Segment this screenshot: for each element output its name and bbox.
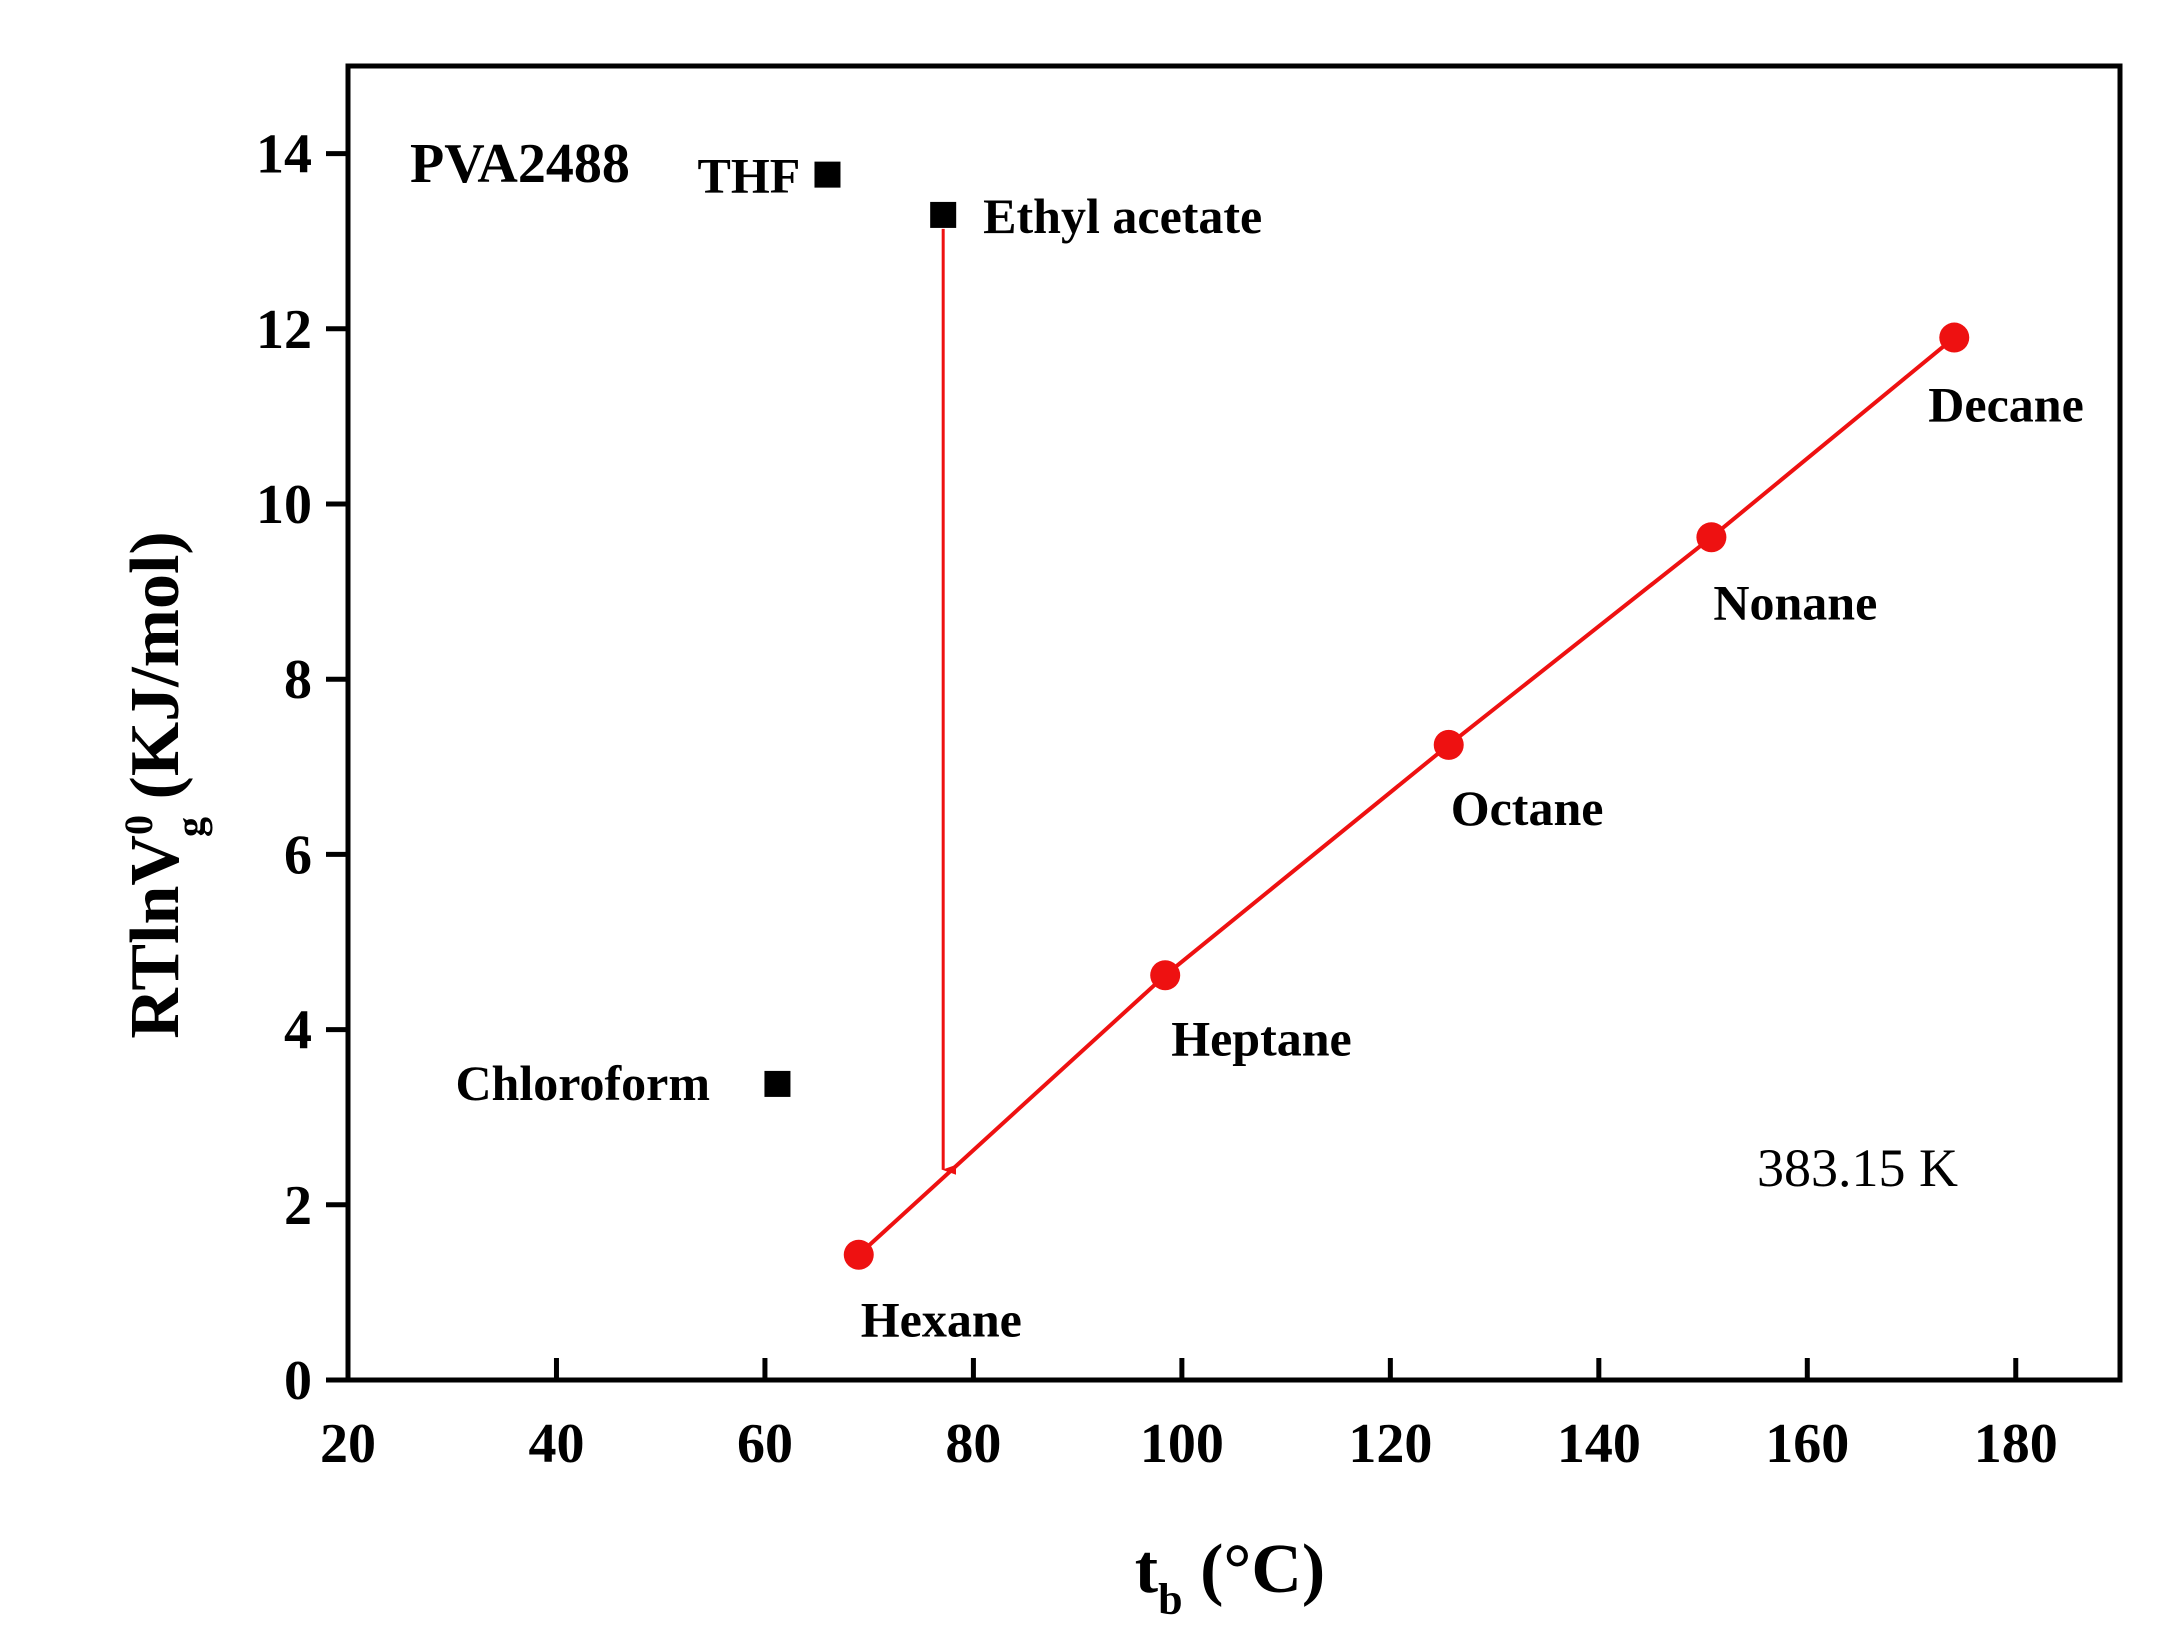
x-tick-label-100: 100 <box>1140 1413 1224 1475</box>
point-decane <box>1939 322 1970 353</box>
label-ethyl-acetate: Ethyl acetate <box>983 188 1262 244</box>
label-nonane: Nonane <box>1713 574 1877 630</box>
sample-label: PVA2488 <box>410 133 630 195</box>
y-tick-label-12: 12 <box>256 299 312 361</box>
point-heptane <box>1150 960 1181 991</box>
y-axis-title-sup: 0 <box>116 815 161 835</box>
y-tick-label-8: 8 <box>284 649 312 711</box>
point-labels-layer: Hexane Heptane Octane Nonane Decane THF Ethyl … <box>455 148 2083 1348</box>
plot-frame <box>345 63 2123 1383</box>
y-tick-label-6: 6 <box>284 824 312 886</box>
fit-line-layer <box>857 336 1956 1257</box>
y-axis-title: RTlnV0 g (KJ/mol) <box>116 531 213 1039</box>
x-tick-label-40: 40 <box>528 1413 584 1475</box>
x-tick-label-120: 120 <box>1348 1413 1432 1475</box>
x-axis-title-sub: b <box>1158 1575 1182 1624</box>
x-tick-label-140: 140 <box>1557 1413 1641 1475</box>
fit-line <box>857 336 1956 1257</box>
y-tick-label-0: 0 <box>284 1350 312 1412</box>
x-axis-title-main: t <box>1135 1531 1158 1608</box>
tick-layer: 20 40 60 80 100 120 140 160 180 0 2 4 6 8 10 12 14 <box>256 124 2058 1475</box>
y-tick-label-10: 10 <box>256 474 312 536</box>
label-octane: Octane <box>1451 780 1604 836</box>
point-octane <box>1433 729 1464 760</box>
y-tick-label-4: 4 <box>284 1000 312 1062</box>
x-axis-title: tb (°C) <box>1135 1531 1325 1624</box>
point-hexane <box>843 1239 874 1270</box>
label-hexane: Hexane <box>861 1292 1022 1348</box>
point-ethyl-acetate <box>930 201 957 228</box>
label-heptane: Heptane <box>1171 1010 1352 1066</box>
point-thf <box>814 161 841 188</box>
label-thf: THF <box>697 148 800 204</box>
temperature-label: 383.15 K <box>1757 1138 1958 1198</box>
y-axis-title-unit: (KJ/mol) <box>117 531 194 817</box>
x-tick-label-160: 160 <box>1765 1413 1849 1475</box>
x-tick-label-180: 180 <box>1974 1413 2058 1475</box>
label-chloroform: Chloroform <box>455 1055 710 1111</box>
point-chloroform <box>764 1070 791 1097</box>
x-tick-label-80: 80 <box>945 1413 1001 1475</box>
y-tick-label-14: 14 <box>256 124 312 186</box>
x-tick-label-60: 60 <box>737 1413 793 1475</box>
point-nonane <box>1696 522 1727 553</box>
y-axis-title-main: RTlnV <box>117 835 194 1039</box>
y-axis-title-sub: g <box>168 817 213 837</box>
x-tick-label-20: 20 <box>320 1413 376 1475</box>
x-axis-title-unit: (°C) <box>1183 1531 1326 1608</box>
points-layer <box>764 161 1970 1270</box>
label-decane: Decane <box>1928 377 2084 433</box>
y-tick-label-2: 2 <box>284 1175 312 1237</box>
